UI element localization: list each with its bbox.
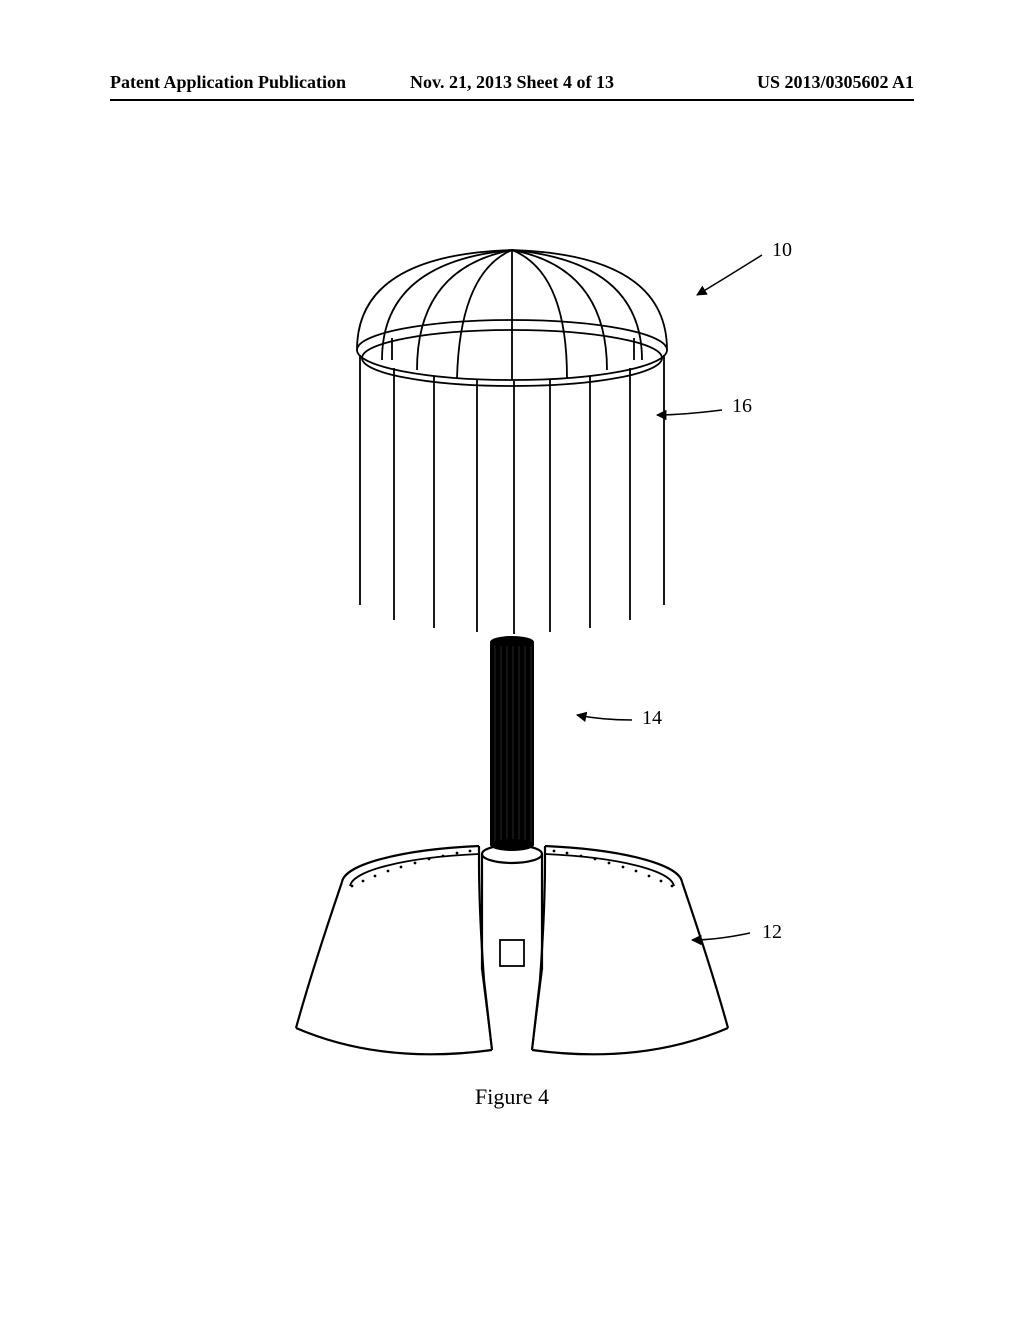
- ref-12: 12: [762, 921, 782, 943]
- rod: [490, 636, 534, 851]
- pub-number: US 2013/0305602 A1: [646, 72, 914, 93]
- base: [296, 845, 728, 1054]
- header-bar: Patent Application Publication Nov. 21, …: [110, 72, 914, 101]
- figure-area: 10 16 14 12: [0, 190, 1024, 1110]
- sheet-info: Nov. 21, 2013 Sheet 4 of 13: [378, 72, 646, 93]
- ref-10: 10: [772, 239, 792, 261]
- cage: [357, 250, 667, 634]
- page: Patent Application Publication Nov. 21, …: [0, 0, 1024, 1320]
- pub-type: Patent Application Publication: [110, 72, 378, 93]
- ref-16: 16: [732, 395, 752, 417]
- figure-caption: Figure 4: [0, 1084, 1024, 1110]
- ref-14: 14: [642, 707, 662, 729]
- patent-figure-svg: 10 16 14 12: [82, 210, 942, 1090]
